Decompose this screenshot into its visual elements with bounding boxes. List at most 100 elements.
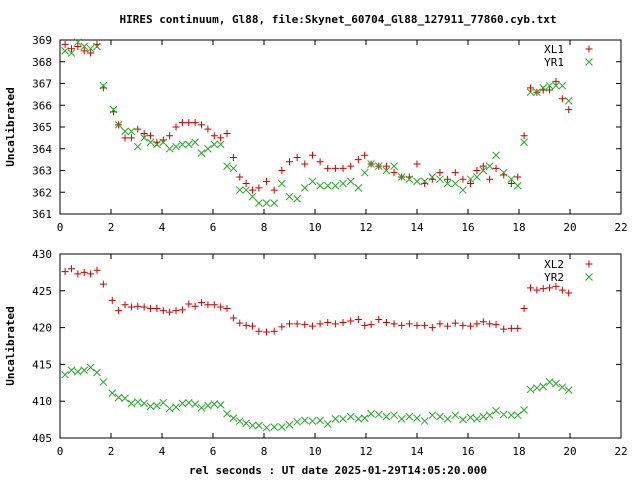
xl2-point [354,316,362,324]
bottom-plot-frame [59,253,622,439]
yr2-point [86,363,95,372]
x-tick-label: 0 [57,221,64,234]
xl2-point [204,301,212,309]
legend-label-xl2: XL2 [544,258,564,271]
yr1-point [80,42,89,51]
x-tick-label: 8 [261,445,268,458]
y-tick-label: 364 [32,143,52,156]
xl1-point [436,169,444,177]
yr2-point [443,415,452,423]
xl1-point [286,158,293,166]
xl1-point [140,130,148,138]
yr1-point [339,179,347,188]
yr2-point [153,401,161,410]
xl2-point [147,304,155,312]
yr1-point [153,140,161,149]
yr2-point [339,415,347,423]
xl2-point [255,327,263,335]
yr1-point [73,38,82,47]
yr1-point [204,144,212,153]
y-tick-label: 420 [32,322,52,335]
xl2-point [552,282,560,290]
yr2-point [479,412,488,421]
xl2-point [492,321,500,329]
yr2-point [374,410,383,419]
x-tick-label: 16 [461,445,474,458]
xl1-point [459,175,467,183]
x-tick-label: 14 [410,445,424,458]
yr2-point [255,421,263,430]
y-tick-label: 368 [32,56,52,69]
xl2-point [533,286,541,294]
xl2-point [172,307,180,315]
xl2-point [67,265,75,273]
yr2-point [216,401,225,409]
yr2-point [80,366,89,375]
legend-marker-xl2 [585,260,593,268]
top-data-marks [61,38,573,207]
yr1-point [93,42,101,51]
yr1-point [545,81,554,90]
xl1-point [236,173,244,181]
yr1-point [323,181,332,190]
yr1-point [99,81,108,90]
xl1-point [127,134,135,142]
y-tick-label: 425 [32,285,52,298]
yr2-point [473,415,481,423]
yr1-point [558,81,567,90]
yr2-point [197,403,206,412]
top-y-axis-label: Uncalibrated [4,87,17,166]
xl2-point [331,320,339,328]
yr2-point [223,409,231,418]
yr2-point [552,379,560,388]
yr2-point [121,394,129,403]
yr2-point [316,416,324,425]
xl2-point [390,320,398,328]
yr1-point [479,166,488,175]
yr1-point [436,175,444,184]
xl2-point [459,321,467,329]
bottom-panel: Uncalibrated 0 2 4 6 8 10 12 14 16 18 20 22 4054104… [4,248,628,458]
legend-label-xl1: XL1 [544,43,564,56]
x-tick-label: 14 [410,221,424,234]
y-tick-label: 365 [32,121,52,134]
bottom-legend: XL2 YR2 [544,258,593,284]
xl1-point [61,40,69,48]
yr1-point [507,175,516,184]
yr2-point [354,415,363,423]
xl1-point [354,156,362,164]
xl2-point [558,286,566,294]
xl2-point [526,284,534,292]
x-tick-label: 12 [359,445,372,458]
yr2-point [346,412,355,421]
yr1-point [492,151,500,160]
xl1-point [229,153,237,161]
y-tick-label: 367 [32,78,52,91]
xl1-point [87,49,95,57]
xl1-point [198,121,206,129]
x-tick-label: 22 [614,445,627,458]
yr2-point [242,419,251,428]
xl2-point [134,302,142,310]
yr1-point [354,184,363,192]
xl2-point [565,289,573,297]
xl2-point [339,318,347,326]
yr1-point [61,47,69,55]
yr2-point [459,415,467,424]
xl2-point [87,270,95,278]
yr2-point [513,411,522,420]
xl2-point [249,322,257,330]
xl2-point [479,318,487,326]
xl1-point [347,162,355,170]
yr1-point [552,81,560,90]
yr1-point [159,138,168,147]
yr1-point [346,177,355,186]
yr2-point [492,406,500,415]
xl2-point [324,318,332,326]
xl2-point [398,321,406,329]
xl1-point [339,164,347,172]
xl1-point [558,95,566,103]
yr2-point [308,417,317,425]
yr2-point [178,399,187,408]
